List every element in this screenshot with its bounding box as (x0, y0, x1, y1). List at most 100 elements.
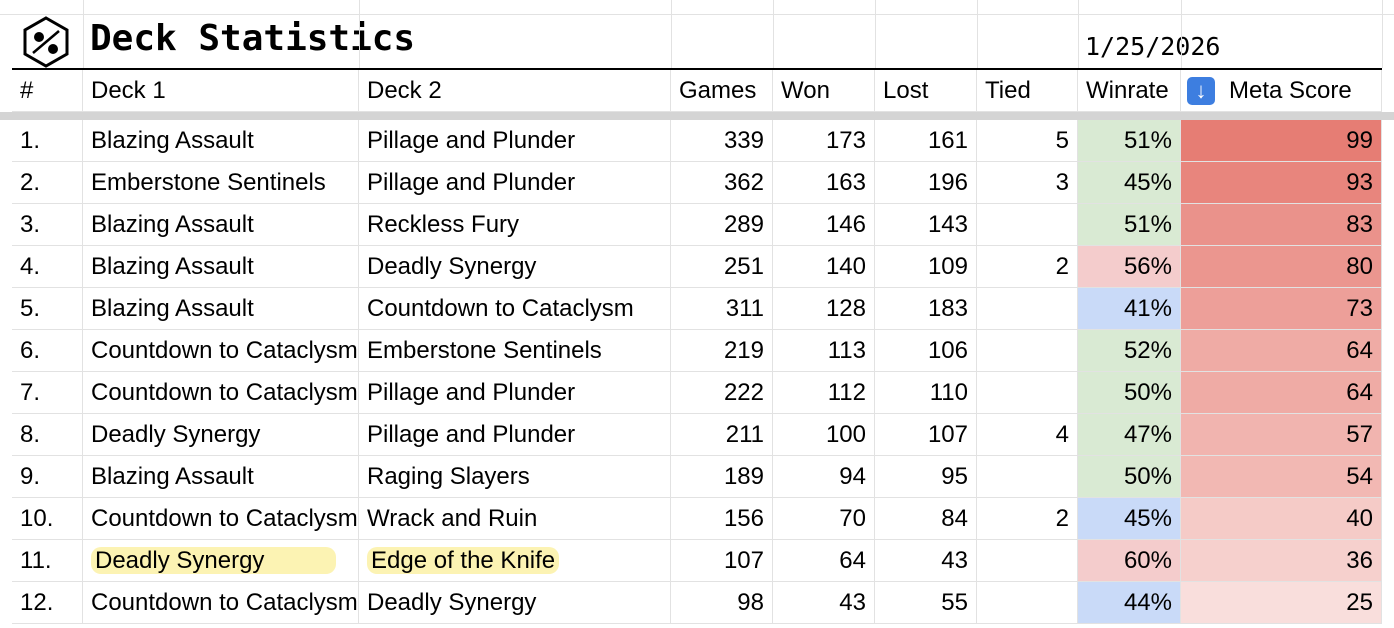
table-cell: 11. (12, 540, 83, 582)
table-cell: 43 (875, 540, 977, 582)
table-cell: 289 (671, 204, 773, 246)
table-cell: 73 (1181, 288, 1382, 330)
table-cell: 41% (1078, 288, 1181, 330)
table-cell: Edge of the Knife (359, 540, 671, 582)
table-cell: 51% (1078, 204, 1181, 246)
grid-line (359, 0, 360, 68)
table-cell: 106 (875, 330, 977, 372)
table-cell: 113 (773, 330, 875, 372)
table-cell: Blazing Assault (83, 288, 359, 330)
sheet-title: Deck Statistics (90, 18, 416, 59)
table-cell: Pillage and Plunder (359, 120, 671, 162)
table-cell: 112 (773, 372, 875, 414)
table-cell: 70 (773, 498, 875, 540)
table-cell: 339 (671, 120, 773, 162)
table-cell: Countdown to Cataclysm (359, 288, 671, 330)
table-cell: 362 (671, 162, 773, 204)
table-cell: 83 (1181, 204, 1382, 246)
table-cell: 161 (875, 120, 977, 162)
table-cell: 95 (875, 456, 977, 498)
table-cell: Wrack and Ruin (359, 498, 671, 540)
table-cell: Countdown to Cataclysm (83, 498, 359, 540)
table-cell (977, 288, 1078, 330)
table-cell: 7. (12, 372, 83, 414)
grid-line (977, 0, 978, 68)
table-cell: 146 (773, 204, 875, 246)
column-header: Deck 2 (359, 70, 671, 112)
table-cell: 5. (12, 288, 83, 330)
table-cell (977, 582, 1078, 624)
table-cell: 8. (12, 414, 83, 456)
table-cell: Deadly Synergy (359, 246, 671, 288)
table-cell (977, 330, 1078, 372)
table-cell: 128 (773, 288, 875, 330)
table-cell: 98 (671, 582, 773, 624)
table-cell: 2. (12, 162, 83, 204)
table-cell: 4. (12, 246, 83, 288)
table-cell: Blazing Assault (83, 204, 359, 246)
table-cell: 163 (773, 162, 875, 204)
table-cell: 99 (1181, 120, 1382, 162)
table-cell: 3. (12, 204, 83, 246)
table-cell: 40 (1181, 498, 1382, 540)
table-cell: 6. (12, 330, 83, 372)
table-cell: 50% (1078, 372, 1181, 414)
column-header: Winrate (1078, 70, 1181, 112)
table-cell: 143 (875, 204, 977, 246)
table-cell: 64 (773, 540, 875, 582)
table-cell: 110 (875, 372, 977, 414)
grid-line (83, 0, 84, 68)
table-cell (977, 456, 1078, 498)
grid-line (671, 0, 672, 68)
table-cell: Blazing Assault (83, 246, 359, 288)
table-cell: Emberstone Sentinels (83, 162, 359, 204)
table-cell: Pillage and Plunder (359, 372, 671, 414)
table-cell: 109 (875, 246, 977, 288)
table-cell: 51% (1078, 120, 1181, 162)
table-cell: Deadly Synergy (83, 540, 359, 582)
table-cell: Deadly Synergy (83, 414, 359, 456)
grid-line (1382, 0, 1383, 68)
column-header: Games (671, 70, 773, 112)
table-cell: 140 (773, 246, 875, 288)
table-cell: 54 (1181, 456, 1382, 498)
table-cell: 64 (1181, 372, 1382, 414)
grid-line (875, 0, 876, 68)
table-cell: 45% (1078, 498, 1181, 540)
table-cell: 60% (1078, 540, 1181, 582)
logo-icon (23, 16, 69, 68)
table-cell: 84 (875, 498, 977, 540)
table-cell: 43 (773, 582, 875, 624)
table-cell: 36 (1181, 540, 1382, 582)
table-cell: 57 (1181, 414, 1382, 456)
table-cell: Blazing Assault (83, 456, 359, 498)
table-cell: 2 (977, 498, 1078, 540)
table-cell: Pillage and Plunder (359, 162, 671, 204)
table-cell: Pillage and Plunder (359, 414, 671, 456)
table-cell: Raging Slayers (359, 456, 671, 498)
sort-icon: ↓ (1187, 77, 1215, 105)
table-cell: 44% (1078, 582, 1181, 624)
table-cell: 5 (977, 120, 1078, 162)
table-cell: 94 (773, 456, 875, 498)
table-cell: 189 (671, 456, 773, 498)
grid-line (1181, 0, 1182, 68)
table-cell: Blazing Assault (83, 120, 359, 162)
freeze-bar (0, 112, 1394, 120)
grid-line (1078, 0, 1079, 68)
table-cell: 222 (671, 372, 773, 414)
table-cell: 56% (1078, 246, 1181, 288)
table-cell: 1. (12, 120, 83, 162)
table-cell: 25 (1181, 582, 1382, 624)
table-cell: 64 (1181, 330, 1382, 372)
table-cell: 50% (1078, 456, 1181, 498)
column-header: Meta Score (1181, 70, 1382, 112)
sheet-date: 1/25/2026 (1085, 32, 1221, 61)
table-cell: Countdown to Cataclysm (83, 372, 359, 414)
table-cell (977, 204, 1078, 246)
table-cell: 93 (1181, 162, 1382, 204)
table-cell: 80 (1181, 246, 1382, 288)
table-cell: 311 (671, 288, 773, 330)
column-header: Deck 1 (83, 70, 359, 112)
